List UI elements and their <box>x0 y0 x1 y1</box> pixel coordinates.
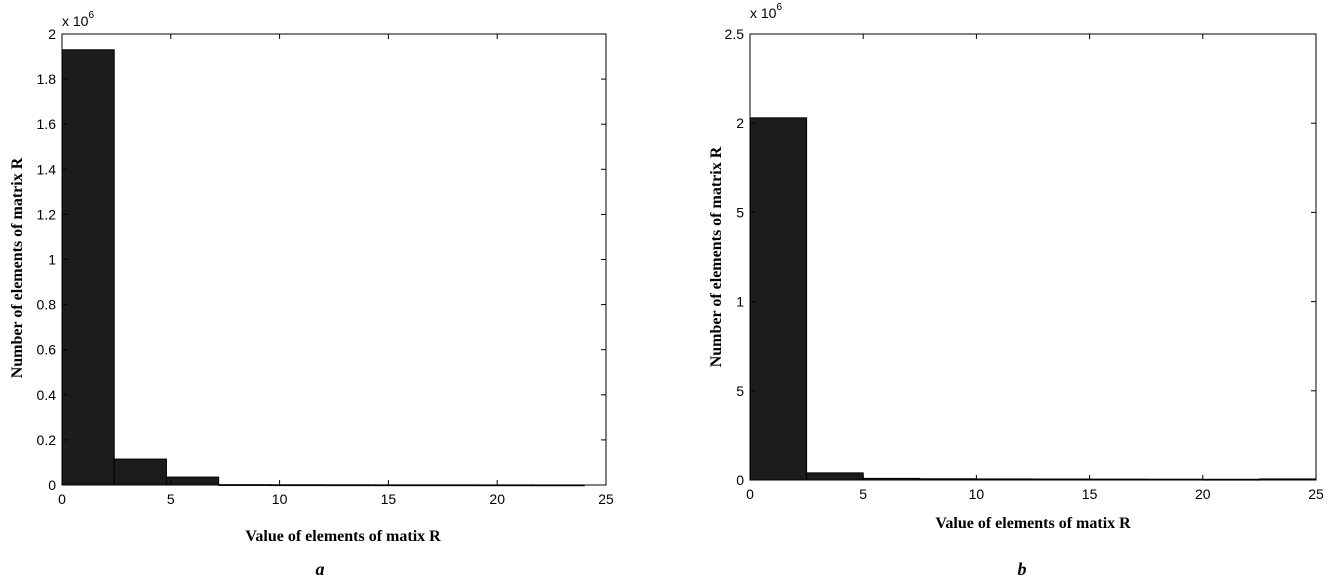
histogram-bar-b-0 <box>749 117 808 481</box>
x-tick-label-b-4: 20 <box>1195 486 1211 502</box>
y-tick-label-b-0: 0 <box>736 472 744 488</box>
exponent-label-b: x 106 <box>750 2 782 21</box>
x-ticks-a: 0 5 10 15 20 25 <box>58 34 614 507</box>
y-tick-label-a-10: 2 <box>48 26 56 42</box>
x-axis-label-a: Value of elements of matix R <box>245 528 441 545</box>
y-axis-label-a: Number of elements of matrix R <box>9 157 26 378</box>
x-tick-label-a-1: 5 <box>167 491 175 507</box>
y-tick-label-a-4: 0.8 <box>37 297 57 313</box>
x-axis-label-b: Value of elements of matix R <box>935 515 1131 532</box>
x-tick-label-a-3: 15 <box>381 491 397 507</box>
y-tick-label-b-2: 1 <box>736 294 744 310</box>
y-tick-label-b-3: 5 <box>736 204 744 220</box>
histogram-bar-a-1 <box>113 458 167 486</box>
x-tick-label-b-1: 5 <box>859 486 867 502</box>
panel-label-a: a <box>316 559 325 579</box>
histogram-bar-a-2 <box>165 476 220 486</box>
histogram-bar-a-0 <box>61 49 115 486</box>
x-tick-label-b-2: 10 <box>969 486 985 502</box>
x-tick-label-b-5: 25 <box>1308 486 1324 502</box>
y-tick-label-a-0: 0 <box>48 477 56 493</box>
histogram-panel-a: x 106 0 0.2 0.4 0.6 0.8 1 1.2 1.4 1.6 1.8 2 0 5 10 15… <box>9 10 614 579</box>
x-tick-label-a-4: 20 <box>489 491 505 507</box>
x-ticks-b: 0 5 10 15 20 25 <box>746 34 1324 502</box>
y-ticks-a: 0 0.2 0.4 0.6 0.8 1 1.2 1.4 1.6 1.8 2 <box>37 26 606 493</box>
histogram-bar-b-1 <box>806 472 864 481</box>
y-tick-label-a-2: 0.4 <box>37 387 57 403</box>
bars-b <box>749 117 1317 481</box>
plot-frame-a <box>61 33 607 486</box>
y-tick-label-a-8: 1.6 <box>37 116 57 132</box>
y-tick-label-a-3: 0.6 <box>37 342 57 358</box>
x-tick-label-a-0: 0 <box>58 491 66 507</box>
y-tick-label-a-7: 1.4 <box>37 161 57 177</box>
y-tick-label-a-5: 1 <box>48 252 56 268</box>
panel-label-b: b <box>1018 559 1027 579</box>
y-tick-label-b-4: 2 <box>736 115 744 131</box>
y-axis-label-b: Number of elements of matrix R <box>708 146 725 367</box>
x-tick-label-a-2: 10 <box>272 491 288 507</box>
x-tick-label-b-0: 0 <box>746 486 754 502</box>
y-tick-label-b-1: 5 <box>736 383 744 399</box>
bars-a <box>61 49 585 487</box>
plot-frame-b <box>749 33 1317 481</box>
x-tick-label-a-5: 25 <box>598 491 614 507</box>
exponent-label-a: x 106 <box>62 10 94 29</box>
y-tick-label-a-9: 1.8 <box>37 71 57 87</box>
y-ticks-b: 0 5 1 5 2 2.5 <box>725 26 1316 488</box>
x-tick-label-b-3: 15 <box>1082 486 1098 502</box>
y-tick-label-b-5: 2.5 <box>725 26 745 42</box>
y-tick-label-a-1: 0.2 <box>37 432 57 448</box>
y-tick-label-a-6: 1.2 <box>37 206 57 222</box>
